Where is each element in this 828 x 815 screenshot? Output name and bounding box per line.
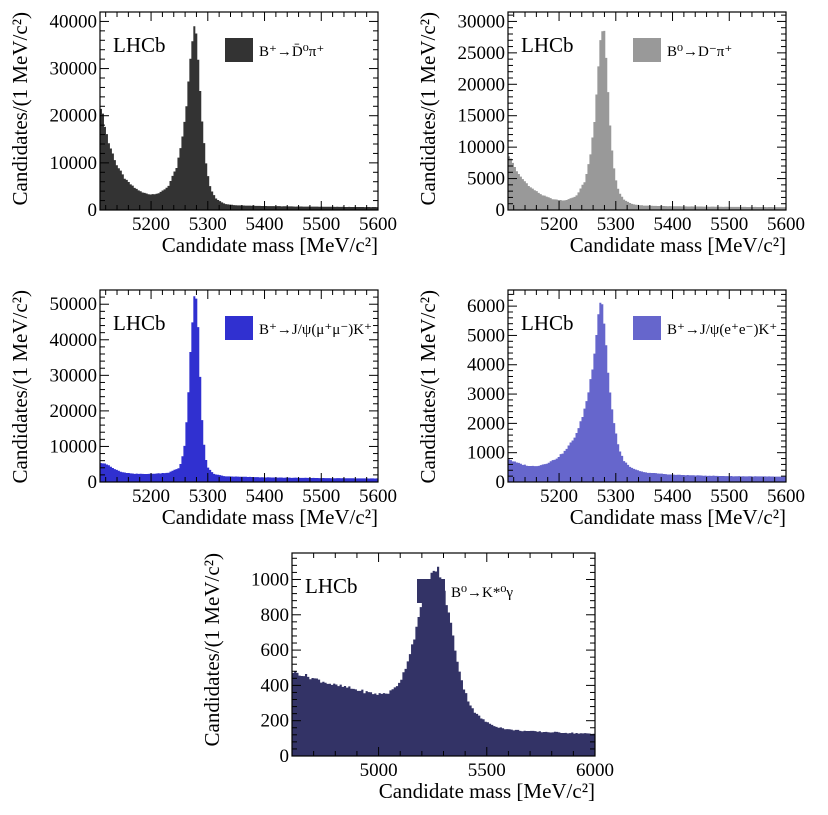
x-tick-label: 5000 (360, 760, 398, 781)
panel-b-to-d0-pi: 5200 5300 5400 5500 5600 0 10000 20000 30000 4000… (8, 11, 397, 257)
legend-label: B⁺→J/ψ(μ⁺μ⁻)K⁺ (259, 322, 372, 338)
y-tick-label: 600 (261, 640, 290, 661)
y-tick-label: 40000 (50, 11, 98, 32)
y-tick-label: 10000 (458, 137, 506, 158)
lhcb-label: LHCb (305, 574, 358, 598)
x-tick-label: 5400 (246, 214, 284, 235)
plot-frame (99, 11, 379, 211)
y-axis-title: Candidates/(1 MeV/c²) (416, 290, 440, 484)
legend-swatch (633, 316, 661, 340)
y-tick-label: 0 (88, 472, 98, 493)
panel-b0-to-kstar-gamma: 5000 5500 6000 0 200 400 600 800 1000 Candidate m… (200, 552, 614, 803)
x-tick-label: 5400 (654, 486, 692, 507)
y-tick-label: 20000 (458, 74, 506, 95)
x-tick-label: 5200 (132, 486, 170, 507)
x-tick-label: 5500 (302, 214, 340, 235)
y-tick-label: 30000 (50, 365, 98, 386)
x-tick-label: 5300 (597, 214, 635, 235)
legend-swatch (225, 316, 253, 340)
legend-swatch (225, 38, 253, 62)
x-tick-label: 6000 (576, 760, 614, 781)
x-tick-label: 5300 (189, 486, 227, 507)
y-tick-label: 0 (496, 200, 506, 221)
x-tick-label: 5500 (710, 214, 748, 235)
x-tick-label: 5400 (654, 214, 692, 235)
histogram-area (292, 566, 595, 756)
x-axis-title: Candidate mass [MeV/c²] (570, 505, 786, 529)
y-tick-label: 50000 (50, 294, 98, 315)
y-tick-label: 0 (496, 472, 506, 493)
legend-label: B⁰→K*⁰γ (451, 585, 513, 601)
y-tick-label: 40000 (50, 330, 98, 351)
x-axis-title: Candidate mass [MeV/c²] (570, 233, 786, 257)
x-tick-label: 5600 (359, 486, 397, 507)
x-axis-title: Candidate mass [MeV/c²] (162, 505, 378, 529)
histogram-area (508, 30, 786, 210)
y-tick-label: 4000 (467, 355, 505, 376)
legend-label: B⁺→D̄⁰π⁺ (259, 44, 324, 60)
x-tick-label: 5300 (189, 214, 227, 235)
y-axis-title: Candidates/(1 MeV/c²) (416, 12, 440, 206)
y-axis-title: Candidates/(1 MeV/c²) (8, 12, 32, 206)
y-tick-label: 0 (280, 746, 290, 767)
lhcb-label: LHCb (521, 311, 574, 335)
y-tick-label: 1000 (251, 569, 289, 590)
y-axis-title: Candidates/(1 MeV/c²) (200, 553, 224, 747)
histogram-area (508, 302, 786, 482)
y-tick-label: 25000 (458, 43, 506, 64)
x-tick-label: 5200 (132, 214, 170, 235)
y-tick-label: 0 (88, 200, 98, 221)
plot-frame (507, 289, 787, 483)
legend-swatch (633, 38, 661, 62)
panel-b-to-jpsi-mumu-k: 5200 5300 5400 5500 5600 0 10000 20000 30000 4000… (8, 289, 397, 529)
y-tick-label: 10000 (50, 153, 98, 174)
y-tick-label: 5000 (467, 169, 505, 190)
y-axis-title: Candidates/(1 MeV/c²) (8, 290, 32, 484)
x-tick-label: 5400 (246, 486, 284, 507)
lhcb-label: LHCb (113, 33, 166, 57)
y-tick-label: 400 (261, 675, 290, 696)
y-tick-label: 15000 (458, 106, 506, 127)
y-tick-label: 20000 (50, 401, 98, 422)
y-tick-label: 800 (261, 605, 290, 626)
legend-swatch (417, 579, 445, 603)
y-tick-label: 1000 (467, 443, 505, 464)
x-tick-label: 5500 (710, 486, 748, 507)
panel-b-to-jpsi-ee-k: 5200 5300 5400 5500 5600 0 1000 2000 3000 4000 500… (416, 289, 805, 529)
lhcb-label: LHCb (113, 311, 166, 335)
x-tick-label: 5500 (468, 760, 506, 781)
x-tick-label: 5600 (767, 486, 805, 507)
plot-frame (99, 289, 379, 483)
lhcb-label: LHCb (521, 33, 574, 57)
x-tick-label: 5200 (540, 214, 578, 235)
y-tick-label: 2000 (467, 413, 505, 434)
plot-frame (507, 11, 787, 211)
x-axis-title: Candidate mass [MeV/c²] (379, 779, 595, 803)
y-tick-label: 30000 (458, 11, 506, 32)
y-tick-label: 30000 (50, 59, 98, 80)
legend-label: B⁺→J/ψ(e⁺e⁻)K⁺ (667, 322, 777, 338)
x-tick-label: 5500 (302, 486, 340, 507)
panel-b0-to-d-pi: 5200 5300 5400 5500 5600 0 5000 10000 15000 20000… (416, 11, 805, 257)
legend-label: B⁰→D⁻π⁺ (667, 44, 732, 60)
y-tick-label: 10000 (50, 436, 98, 457)
x-tick-label: 5200 (540, 486, 578, 507)
x-tick-label: 5300 (597, 486, 635, 507)
y-tick-label: 6000 (467, 296, 505, 317)
x-axis-title: Candidate mass [MeV/c²] (162, 233, 378, 257)
x-tick-label: 5600 (767, 214, 805, 235)
y-tick-label: 200 (261, 711, 290, 732)
x-tick-label: 5600 (359, 214, 397, 235)
histogram-area (100, 26, 378, 211)
y-tick-label: 20000 (50, 106, 98, 127)
y-tick-label: 3000 (467, 384, 505, 405)
y-tick-label: 5000 (467, 325, 505, 346)
